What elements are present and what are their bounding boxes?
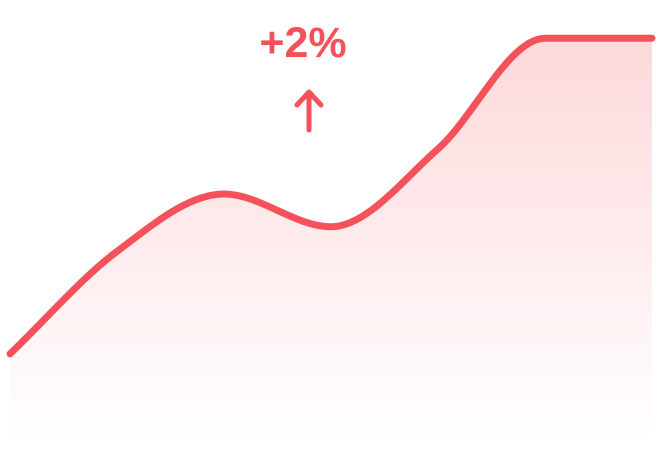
series-line [6,34,656,358]
data-point-4 [435,146,441,152]
data-point-1 [114,248,120,254]
arrow-up-icon [294,89,324,133]
data-point-3 [328,224,334,230]
area-fill [10,38,652,440]
data-point-0 [7,351,13,357]
data-point-5 [542,35,548,41]
change-label: +2% [259,19,346,67]
data-point-6 [649,35,655,41]
data-point-2 [221,191,227,197]
